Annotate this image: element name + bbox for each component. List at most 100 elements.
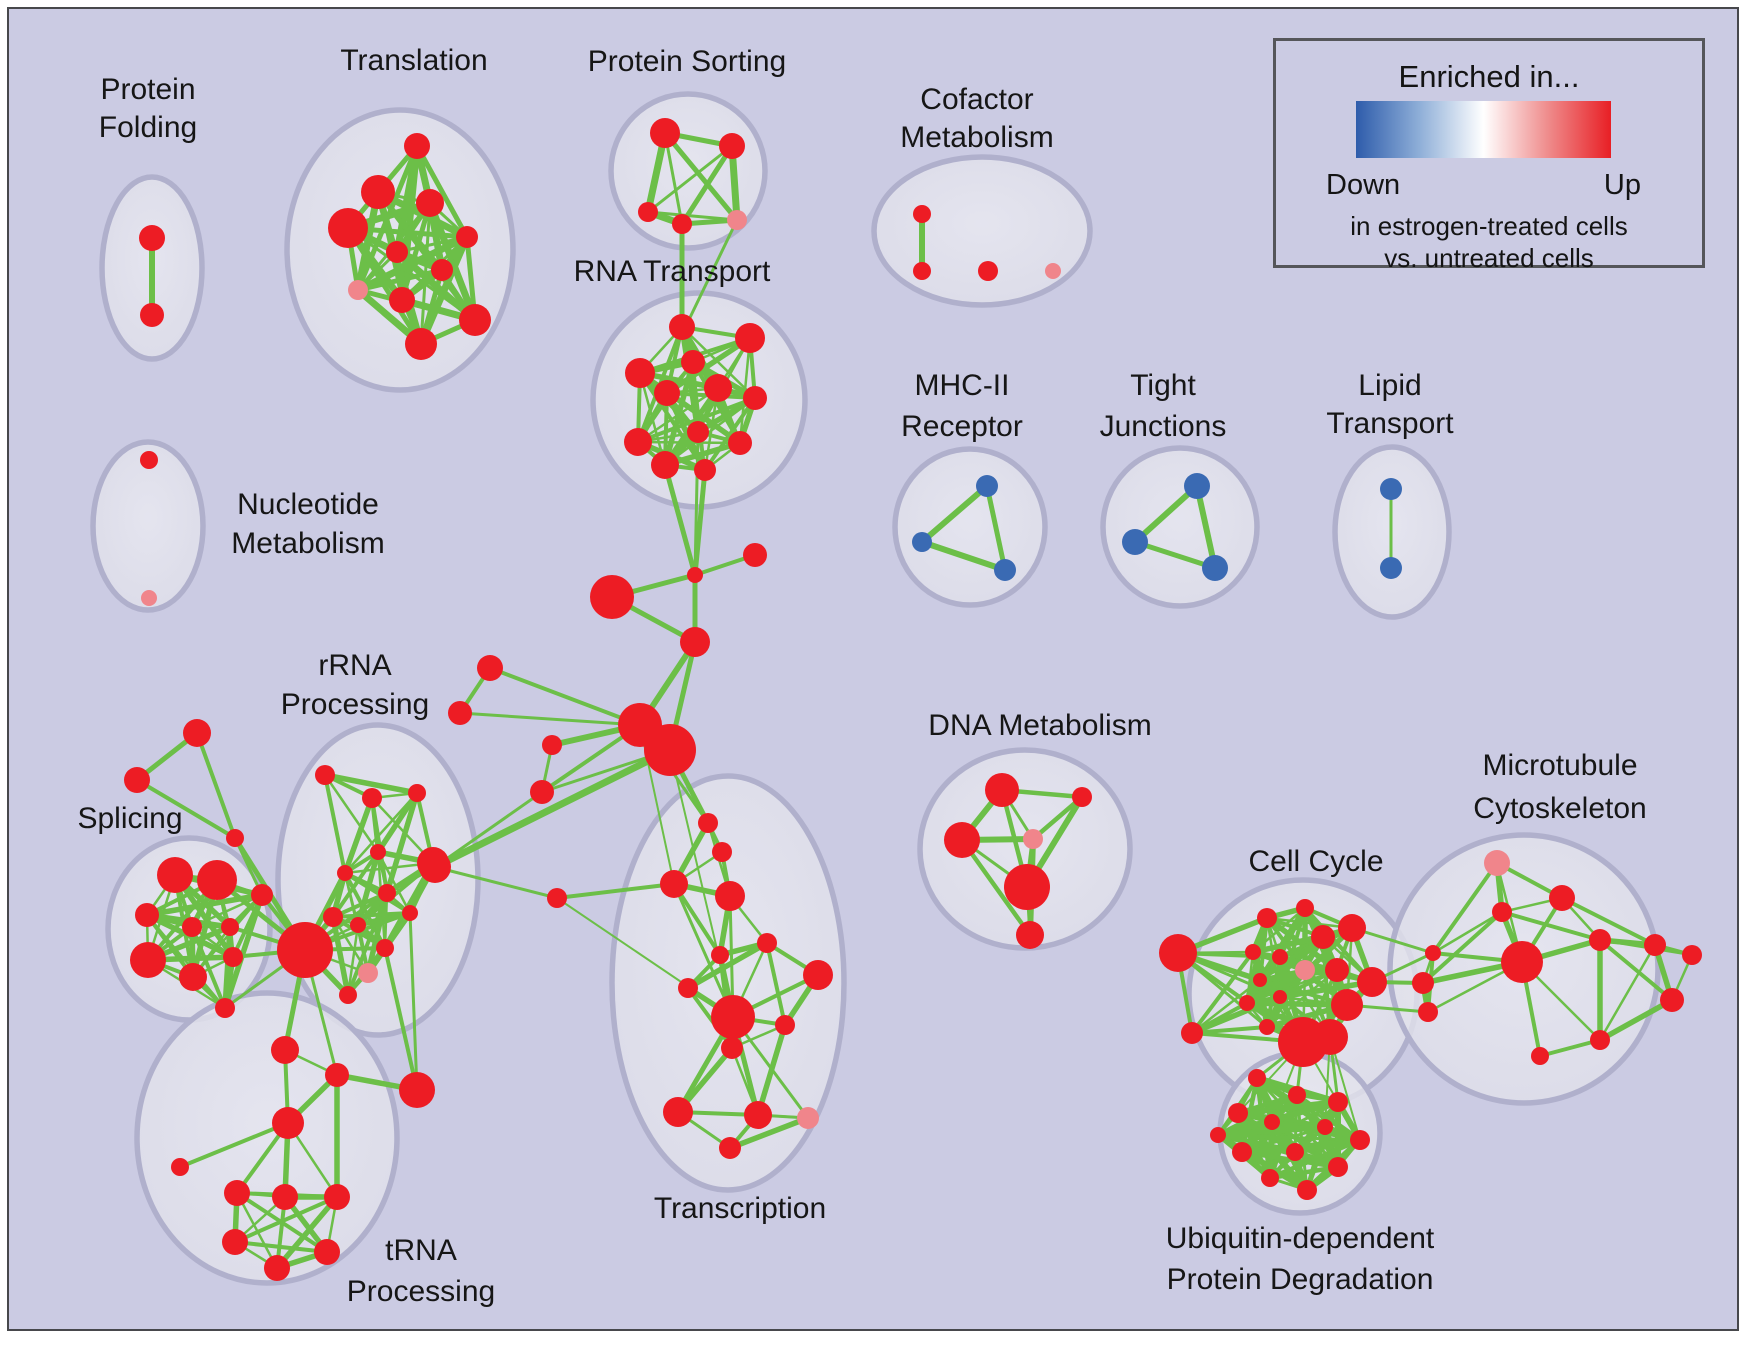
gene-set-node bbox=[1159, 934, 1197, 972]
ubiquitin-degradation-label: Protein Degradation bbox=[1167, 1263, 1434, 1296]
gene-set-node bbox=[1286, 1143, 1304, 1161]
enrichment-edge bbox=[646, 144, 734, 214]
enrichment-edge bbox=[1598, 938, 1674, 1002]
cofactor-metabolism-bubble bbox=[871, 154, 1093, 308]
enrichment-edge bbox=[330, 914, 351, 998]
enrichment-edge bbox=[703, 396, 757, 472]
gene-set-node bbox=[1259, 1019, 1275, 1035]
enrichment-edge bbox=[346, 923, 360, 997]
gene-set-node bbox=[1590, 1030, 1610, 1050]
mhc-ii-receptor-label: Receptor bbox=[901, 410, 1023, 443]
gene-set-node bbox=[456, 226, 478, 248]
enrichment-edge bbox=[376, 850, 412, 915]
gene-set-node bbox=[339, 986, 357, 1004]
gene-set-node bbox=[1660, 988, 1684, 1012]
gene-set-node bbox=[183, 719, 211, 747]
gene-set-node bbox=[272, 1107, 304, 1139]
gene-set-node bbox=[775, 1015, 795, 1035]
protein-folding-label: Protein bbox=[100, 73, 195, 106]
enrichment-edge bbox=[663, 131, 684, 226]
lipid-transport-label: Lipid bbox=[1358, 369, 1421, 402]
microtubule-cytoskeleton-label: Microtubule bbox=[1482, 749, 1637, 782]
enrichment-edge bbox=[1277, 979, 1375, 1000]
gene-set-node bbox=[1253, 973, 1267, 987]
gene-set-node bbox=[660, 870, 688, 898]
gene-set-node bbox=[1350, 1130, 1370, 1150]
lipid-transport-label: Transport bbox=[1326, 407, 1454, 440]
gene-set-node bbox=[678, 978, 698, 998]
gene-set-node bbox=[654, 380, 680, 406]
enrichment-edge bbox=[669, 749, 734, 1018]
gene-set-node bbox=[350, 917, 366, 933]
gene-set-node bbox=[1239, 995, 1255, 1011]
gene-set-node bbox=[1317, 1119, 1333, 1135]
enrichment-edge bbox=[1538, 1038, 1602, 1058]
gene-set-node bbox=[721, 1037, 743, 1059]
enrichment-edge bbox=[233, 1195, 339, 1244]
gene-set-node bbox=[141, 590, 157, 606]
gene-set-node bbox=[389, 287, 415, 313]
gene-set-node bbox=[1257, 908, 1277, 928]
gene-set-node bbox=[171, 1158, 189, 1176]
enrichment-edge bbox=[1132, 483, 1200, 545]
enrichment-edge bbox=[919, 539, 1008, 573]
enrichment-edge bbox=[331, 850, 380, 919]
gene-set-node bbox=[944, 822, 980, 858]
gene-set-node bbox=[994, 559, 1016, 581]
gene-set-node bbox=[803, 960, 833, 990]
gene-set-node bbox=[431, 259, 453, 281]
enrichment-edge bbox=[135, 778, 237, 840]
gene-set-node bbox=[1484, 850, 1510, 876]
gene-set-node bbox=[1023, 829, 1043, 849]
gene-set-node bbox=[687, 567, 703, 583]
gene-set-node bbox=[399, 1072, 435, 1108]
gene-set-node bbox=[179, 963, 207, 991]
gene-set-node bbox=[1016, 921, 1044, 949]
gene-set-node bbox=[370, 844, 386, 860]
gene-set-node bbox=[223, 947, 243, 967]
gene-set-node bbox=[459, 304, 491, 336]
legend-condition-line2: vs. untreated cells bbox=[1384, 243, 1594, 273]
enrichment-edge bbox=[1598, 943, 1657, 1042]
gene-set-node bbox=[712, 842, 732, 862]
gene-set-node bbox=[419, 851, 451, 883]
trna-processing-label: tRNA bbox=[385, 1234, 457, 1267]
enrichment-edge bbox=[1216, 1133, 1340, 1169]
gene-set-node bbox=[1296, 899, 1314, 917]
trna-processing-label: Processing bbox=[347, 1275, 495, 1308]
gene-set-node bbox=[715, 881, 745, 911]
gene-set-node bbox=[1181, 1022, 1203, 1044]
gene-set-node bbox=[912, 532, 932, 552]
gene-set-node bbox=[226, 829, 244, 847]
gene-set-node bbox=[672, 214, 692, 234]
gene-set-node bbox=[386, 241, 408, 263]
gene-set-node bbox=[1589, 929, 1611, 951]
rrna-processing-label: Processing bbox=[281, 688, 429, 721]
gene-set-node bbox=[405, 328, 437, 360]
gene-set-node bbox=[719, 1137, 741, 1159]
enrichment-edge bbox=[1251, 906, 1307, 954]
gene-set-node bbox=[124, 767, 150, 793]
gene-set-node bbox=[1312, 1019, 1348, 1055]
nucleotide-metabolism-label: Nucleotide bbox=[237, 488, 379, 521]
gene-set-node bbox=[985, 773, 1019, 807]
gene-set-node bbox=[651, 451, 679, 479]
gene-set-node bbox=[644, 724, 696, 776]
dna-metabolism-label: DNA Metabolism bbox=[928, 709, 1151, 742]
gene-set-node bbox=[757, 933, 777, 953]
gene-set-node bbox=[324, 1184, 350, 1210]
cell-cycle-label: Cell Cycle bbox=[1248, 845, 1383, 878]
enrichment-edge bbox=[342, 795, 375, 876]
gene-set-node bbox=[913, 262, 931, 280]
gene-set-node bbox=[1357, 967, 1387, 997]
enrichment-edge bbox=[664, 335, 753, 396]
gene-set-node bbox=[135, 903, 159, 927]
network-nodes bbox=[124, 118, 1702, 1281]
gene-set-node bbox=[711, 946, 729, 964]
gene-set-node bbox=[1288, 1086, 1306, 1104]
cofactor-metabolism-label: Metabolism bbox=[900, 121, 1053, 154]
gene-set-node bbox=[1261, 1169, 1279, 1187]
legend-title: Enriched in... bbox=[1398, 59, 1580, 94]
